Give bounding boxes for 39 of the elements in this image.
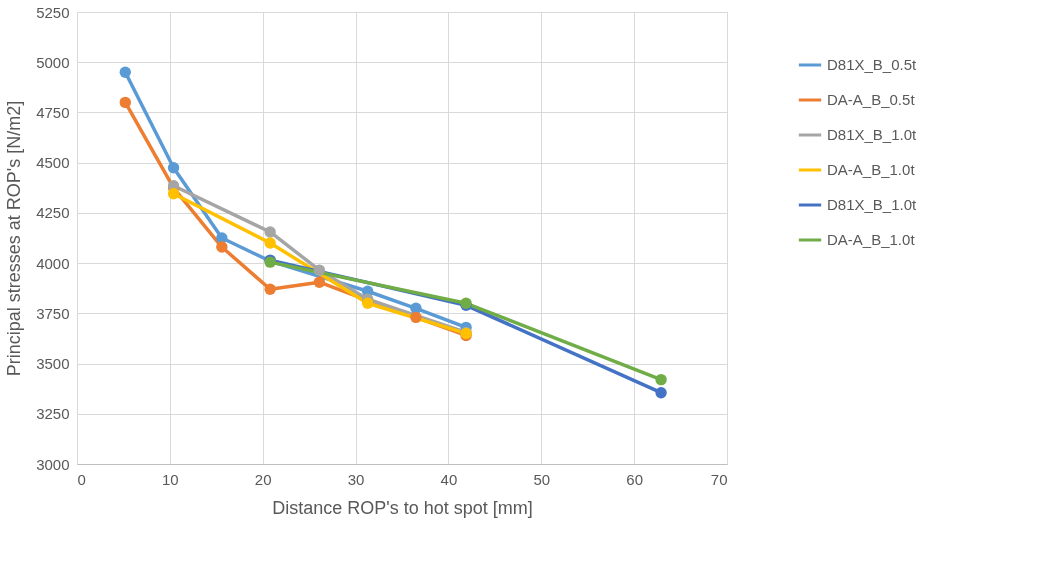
legend-label: DA-A_B_1.0t <box>827 231 916 248</box>
y-tick-label: 4500 <box>36 154 70 172</box>
x-tick-label: 10 <box>162 470 179 488</box>
point <box>264 237 276 249</box>
point <box>410 311 422 324</box>
y-tick-label: 5000 <box>36 53 70 71</box>
y-tick-label: 3500 <box>36 355 70 373</box>
point <box>167 188 180 200</box>
x-tick-label: 40 <box>440 470 458 488</box>
point <box>216 241 228 253</box>
y-tick-label: 4250 <box>36 204 70 222</box>
x-tick-label: 30 <box>347 470 365 488</box>
point <box>313 264 326 276</box>
legend-label: DA-A_B_1.0t <box>827 161 916 178</box>
y-tick-label: 4750 <box>36 103 70 121</box>
y-tick-label: 3000 <box>36 455 70 473</box>
point <box>119 66 131 78</box>
point <box>655 386 667 399</box>
y-axis-title: Principal stresses at ROP's [N/m2] <box>4 100 25 377</box>
y-tick-label: 5250 <box>36 3 70 21</box>
x-tick-label: 60 <box>626 470 643 488</box>
x-tick-label: 20 <box>254 470 272 488</box>
x-tick-label: 50 <box>533 470 551 488</box>
y-tick-label: 3750 <box>36 304 70 322</box>
point <box>264 283 276 295</box>
legend-label: DA-A_B_0.5t <box>827 91 916 108</box>
y-tick-label: 4000 <box>36 254 70 272</box>
legend-label: D81X_B_0.5t <box>827 56 918 73</box>
point <box>655 373 667 386</box>
point <box>167 162 180 174</box>
x-axis-title: Distance ROP's to hot spot [mm] <box>272 497 533 518</box>
x-tick-label: 70 <box>710 470 728 488</box>
y-tick-label: 3250 <box>36 405 70 423</box>
point <box>119 96 131 109</box>
legend-label: D81X_B_1.0t <box>827 196 918 213</box>
legend-label: D81X_B_1.0t <box>827 126 918 143</box>
point <box>313 276 326 288</box>
point <box>264 226 276 238</box>
x-tick-label: 0 <box>77 470 86 488</box>
